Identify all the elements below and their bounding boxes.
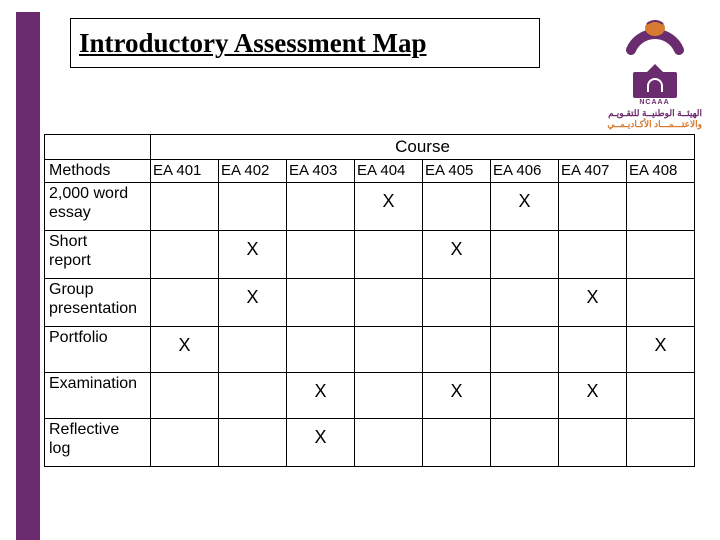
mark-cell <box>151 373 219 419</box>
mark-cell <box>627 183 695 231</box>
mark-cell <box>627 419 695 467</box>
col-header: EA 401 <box>151 160 219 183</box>
table-row: PortfolioXX <box>45 327 695 373</box>
title-box: Introductory Assessment Map <box>70 18 540 68</box>
method-label: Examination <box>45 373 151 419</box>
mark-cell <box>423 419 491 467</box>
mark-cell <box>219 183 287 231</box>
assessment-table-wrap: Course Methods EA 401 EA 402 EA 403 EA 4… <box>44 134 694 467</box>
method-label: Reflectivelog <box>45 419 151 467</box>
logo-building-icon <box>633 72 677 98</box>
logo-ncaaa-text: NCAAA <box>607 99 702 106</box>
mark-cell: X <box>491 183 559 231</box>
mark-cell <box>151 419 219 467</box>
mark-cell <box>423 279 491 327</box>
mark-cell <box>491 327 559 373</box>
mark-cell: X <box>423 373 491 419</box>
mark-cell <box>151 279 219 327</box>
logo-swoosh-icon <box>625 10 685 70</box>
mark-cell <box>491 231 559 279</box>
method-label: 2,000 wordessay <box>45 183 151 231</box>
mark-cell <box>559 419 627 467</box>
table-row: Reflectivelog X <box>45 419 695 467</box>
mark-cell <box>355 327 423 373</box>
mark-cell <box>559 183 627 231</box>
mark-cell <box>151 231 219 279</box>
col-header: EA 404 <box>355 160 423 183</box>
mark-cell <box>423 327 491 373</box>
arabic-line-1: الهيئــة الوطنيــة للتقـويـم <box>607 108 702 119</box>
col-header: EA 407 <box>559 160 627 183</box>
table-row: Examination X X X <box>45 373 695 419</box>
col-header: EA 403 <box>287 160 355 183</box>
table-header-row-2: Methods EA 401 EA 402 EA 403 EA 404 EA 4… <box>45 160 695 183</box>
blank-corner-cell <box>45 135 151 160</box>
col-header: EA 408 <box>627 160 695 183</box>
mark-cell: X <box>627 327 695 373</box>
mark-cell: X <box>287 419 355 467</box>
mark-cell <box>355 231 423 279</box>
table-row: 2,000 wordessay X X <box>45 183 695 231</box>
mark-cell <box>287 231 355 279</box>
mark-cell <box>491 419 559 467</box>
col-header: EA 402 <box>219 160 287 183</box>
mark-cell: X <box>287 373 355 419</box>
logo-arabic-text: الهيئــة الوطنيــة للتقـويـم والاعتـــمـ… <box>607 108 702 130</box>
table-header-row-1: Course <box>45 135 695 160</box>
method-label: Portfolio <box>45 327 151 373</box>
method-label: Grouppresentation <box>45 279 151 327</box>
col-header: EA 405 <box>423 160 491 183</box>
mark-cell: X <box>559 373 627 419</box>
mark-cell <box>219 419 287 467</box>
table-row: Shortreport X X <box>45 231 695 279</box>
mark-cell: X <box>355 183 423 231</box>
course-super-header: Course <box>151 135 695 160</box>
mark-cell: X <box>151 327 219 373</box>
mark-cell <box>423 183 491 231</box>
col-header: EA 406 <box>491 160 559 183</box>
mark-cell <box>287 183 355 231</box>
mark-cell: X <box>559 279 627 327</box>
assessment-table: Course Methods EA 401 EA 402 EA 403 EA 4… <box>44 134 695 467</box>
mark-cell: X <box>423 231 491 279</box>
mark-cell <box>491 373 559 419</box>
table-row: Grouppresentation X X <box>45 279 695 327</box>
side-accent-bar <box>16 0 40 540</box>
mark-cell <box>627 279 695 327</box>
mark-cell <box>491 279 559 327</box>
mark-cell <box>355 373 423 419</box>
mark-cell <box>287 327 355 373</box>
mark-cell <box>219 373 287 419</box>
mark-cell <box>151 183 219 231</box>
mark-cell <box>627 373 695 419</box>
methods-header: Methods <box>45 160 151 183</box>
mark-cell <box>559 231 627 279</box>
mark-cell <box>287 279 355 327</box>
mark-cell: X <box>219 231 287 279</box>
logo-area: NCAAA الهيئــة الوطنيــة للتقـويـم والاع… <box>607 10 702 120</box>
arabic-line-2: والاعتـــمـــاد الأكـاديـمــي <box>607 119 702 130</box>
method-label: Shortreport <box>45 231 151 279</box>
mark-cell <box>355 419 423 467</box>
page-title: Introductory Assessment Map <box>79 28 427 59</box>
mark-cell <box>559 327 627 373</box>
mark-cell: X <box>219 279 287 327</box>
mark-cell <box>627 231 695 279</box>
mark-cell <box>219 327 287 373</box>
mark-cell <box>355 279 423 327</box>
